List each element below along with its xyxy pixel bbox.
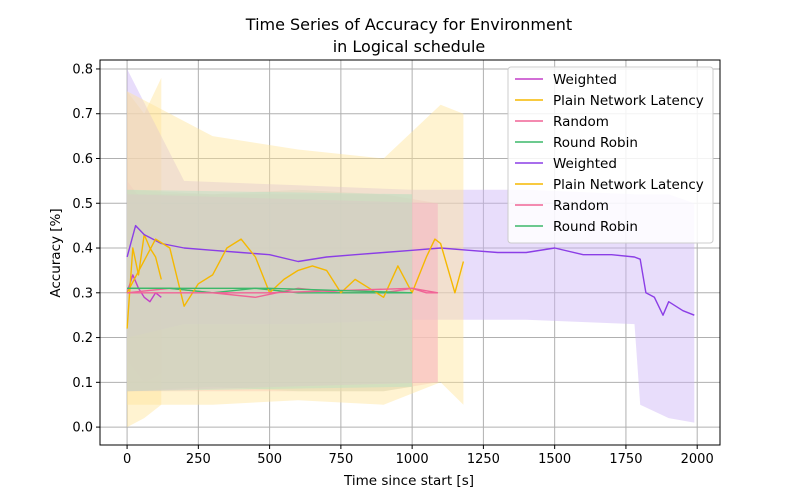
series-band-1 [127, 77, 162, 428]
legend-label: Round Robin [553, 135, 638, 151]
x-tick-label: 2000 [681, 452, 714, 467]
legend: Weighted Plain Network Latency Random Round… [507, 66, 714, 244]
legend-label: Weighted [553, 156, 617, 172]
series-band-5 [127, 91, 464, 405]
y-tick-label: 0.8 [72, 62, 93, 77]
legend-label: Plain Network Latency [553, 93, 704, 109]
legend-label: Weighted [553, 72, 617, 88]
plot-frame [99, 59, 721, 446]
chart-title-line1: Time Series of Accuracy for Environment [245, 15, 572, 34]
series-band-3 [127, 189, 413, 392]
x-tick-label: 1500 [538, 452, 571, 467]
y-tick-label: 0.5 [72, 197, 93, 212]
series-lines [126, 224, 695, 329]
x-tick-label: 750 [328, 452, 353, 467]
legend-box [507, 66, 714, 244]
series-line-4 [126, 224, 695, 316]
y-tick-label: 0.1 [72, 376, 93, 391]
series-band-4 [127, 69, 695, 423]
y-axis-label: Accuracy [%] [48, 208, 64, 297]
y-tick-label: 0.0 [72, 421, 93, 436]
x-tick-label: 1000 [396, 452, 429, 467]
x-axis-label: Time since start [s] [343, 473, 474, 489]
x-tick-label: 250 [186, 452, 211, 467]
x-tick-label: 0 [123, 452, 131, 467]
legend-label: Random [553, 198, 609, 214]
chart-title-line2: in Logical schedule [333, 37, 486, 56]
x-tick-label: 1750 [609, 452, 642, 467]
series-line-7 [127, 287, 413, 294]
x-tick-label: 1250 [467, 452, 500, 467]
legend-label: Random [553, 114, 609, 130]
x-tick-label: 500 [257, 452, 282, 467]
y-tick-label: 0.4 [72, 242, 93, 257]
series-band-0 [127, 180, 162, 383]
series-line-5 [126, 238, 465, 307]
y-tick-label: 0.2 [72, 331, 93, 346]
series-band-7 [127, 189, 413, 392]
y-tick-label: 0.3 [72, 286, 93, 301]
legend-label: Plain Network Latency [553, 177, 704, 193]
ticks: 0 250 500 750 1000 1250 1500 1750 2000 0.0 0.1 0.2 0… [72, 62, 713, 467]
y-tick-label: 0.6 [72, 152, 93, 167]
legend-label: Round Robin [553, 219, 638, 235]
y-tick-label: 0.7 [72, 107, 93, 122]
